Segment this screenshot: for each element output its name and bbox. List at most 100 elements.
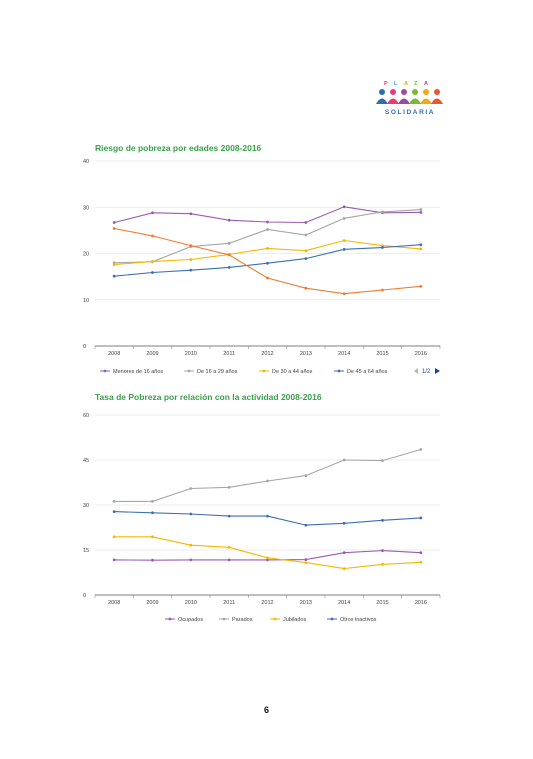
- chart-riesgo-pobreza-edades: 0 10 20 30 40 2008 2009 2010 2011 2012 2013 2014 201…: [83, 159, 441, 375]
- legend-marker: [187, 369, 191, 373]
- data-point-parados: [151, 500, 154, 503]
- data-point-jubilados: [189, 543, 193, 547]
- data-point-otros-inactivos: [381, 518, 384, 522]
- logo-letter: A: [404, 81, 408, 87]
- data-point-ocupados: [112, 558, 116, 562]
- data-point-de-45-a-64-a-os: [151, 271, 154, 274]
- legend-label: De 45 a 64 años: [347, 369, 388, 375]
- data-point-otros-inactivos: [304, 523, 308, 527]
- data-point-otros-inactivos: [266, 514, 269, 518]
- x-tick-label: 2012: [261, 600, 273, 606]
- data-point-de-45-a-64-a-os: [266, 261, 269, 265]
- data-point-de-30-a-44-a-os: [189, 258, 193, 261]
- legend-prev-icon[interactable]: [414, 368, 418, 374]
- legend-label: Jubilados: [283, 617, 306, 623]
- data-point-unnamed: [419, 284, 423, 288]
- data-point-menores-de-16-a-os: [419, 210, 423, 214]
- data-point-de-30-a-44-a-os: [304, 249, 308, 253]
- data-point-otros-inactivos: [227, 514, 231, 518]
- data-point-jubilados: [227, 545, 231, 549]
- x-tick-label: 2011: [223, 600, 235, 606]
- page-number: 6: [263, 705, 269, 715]
- data-point-parados: [266, 479, 269, 483]
- data-point-de-45-a-64-a-os: [112, 274, 116, 278]
- logo-figures: [376, 89, 443, 104]
- data-point-menores-de-16-a-os: [266, 220, 269, 224]
- data-point-unnamed: [381, 288, 384, 292]
- series-line-menores-de-16-a-os: [114, 206, 421, 224]
- data-point-ocupados: [227, 558, 231, 562]
- data-point-de-16-a-29-a-os: [304, 233, 308, 237]
- data-point-jubilados: [266, 556, 269, 560]
- x-tick-label: 2010: [185, 351, 197, 357]
- chart-title-tasa-pobreza: Tasa de Pobreza por relación con la acti…: [95, 392, 322, 402]
- data-point-jubilados: [112, 535, 116, 539]
- data-point-de-45-a-64-a-os: [227, 265, 231, 269]
- data-point-otros-inactivos: [189, 512, 193, 516]
- plaza-solidaria-logo: P L A Z A SOLIDARIA: [376, 81, 443, 116]
- y-tick-label: 45: [83, 458, 89, 464]
- data-point-unnamed: [266, 276, 269, 280]
- x-tick-label: 2013: [300, 351, 312, 357]
- y-tick-label: 40: [83, 159, 89, 165]
- legend-marker: [222, 617, 226, 621]
- data-point-jubilados: [381, 563, 384, 566]
- data-point-otros-inactivos: [151, 511, 154, 515]
- data-point-unnamed: [342, 292, 346, 296]
- series-line-jubilados: [114, 536, 421, 570]
- data-point-de-16-a-29-a-os: [381, 210, 384, 214]
- data-point-de-16-a-29-a-os: [342, 216, 346, 220]
- data-point-de-30-a-44-a-os: [419, 247, 423, 251]
- x-tick-label: 2014: [338, 351, 350, 357]
- legend-next-icon[interactable]: [435, 368, 440, 374]
- data-point-de-16-a-29-a-os: [266, 228, 269, 231]
- data-point-ocupados: [381, 549, 384, 552]
- data-point-parados: [381, 459, 384, 462]
- x-tick-label: 2008: [108, 351, 120, 357]
- data-point-menores-de-16-a-os: [304, 221, 308, 224]
- y-tick-label: 10: [83, 298, 89, 304]
- data-point-unnamed: [227, 253, 231, 257]
- x-tick-label: 2014: [338, 600, 350, 606]
- y-tick-label: 30: [83, 503, 89, 509]
- x-tick-label: 2010: [185, 600, 197, 606]
- y-tick-label: 20: [83, 252, 89, 258]
- y-tick-label: 0: [83, 344, 86, 350]
- legend-label: Otros inactivos: [340, 617, 377, 623]
- data-point-unnamed: [304, 286, 308, 290]
- data-point-menores-de-16-a-os: [227, 218, 231, 222]
- legend-marker: [337, 369, 341, 373]
- legend-marker: [330, 617, 334, 621]
- data-point-ocupados: [151, 558, 154, 562]
- data-point-menores-de-16-a-os: [189, 212, 193, 216]
- x-tick-label: 2015: [376, 600, 388, 606]
- x-tick-label: 2008: [108, 600, 120, 606]
- data-point-menores-de-16-a-os: [342, 205, 346, 209]
- legend-marker: [103, 369, 107, 373]
- legend-label: De 16 a 29 años: [197, 369, 238, 375]
- logo-letter: Z: [414, 81, 418, 87]
- logo-letter: P: [384, 81, 388, 87]
- logo-letter: L: [394, 81, 398, 87]
- logo-letter: A: [424, 81, 428, 87]
- legend-label: Ocupados: [178, 617, 203, 623]
- y-tick-label: 30: [83, 205, 89, 211]
- data-point-de-30-a-44-a-os: [342, 239, 346, 242]
- x-tick-label: 2013: [300, 600, 312, 606]
- legend-marker: [262, 369, 266, 373]
- data-point-unnamed: [151, 234, 154, 238]
- series-line-parados: [114, 448, 421, 502]
- y-tick-label: 15: [83, 548, 89, 554]
- data-point-de-45-a-64-a-os: [419, 243, 423, 247]
- x-tick-label: 2016: [415, 351, 427, 357]
- data-point-unnamed: [112, 227, 116, 230]
- data-point-de-45-a-64-a-os: [381, 246, 384, 249]
- data-point-menores-de-16-a-os: [112, 221, 116, 224]
- data-point-de-45-a-64-a-os: [342, 247, 346, 251]
- legend-label: Parados: [232, 617, 253, 623]
- logo-text: SOLIDARIA: [385, 109, 435, 116]
- data-point-de-30-a-44-a-os: [266, 247, 269, 250]
- chart-title-riesgo-pobreza: Riesgo de pobreza por edades 2008-2016: [95, 143, 262, 153]
- legend-label: De 30 a 44 años: [272, 369, 313, 375]
- data-point-parados: [304, 474, 308, 477]
